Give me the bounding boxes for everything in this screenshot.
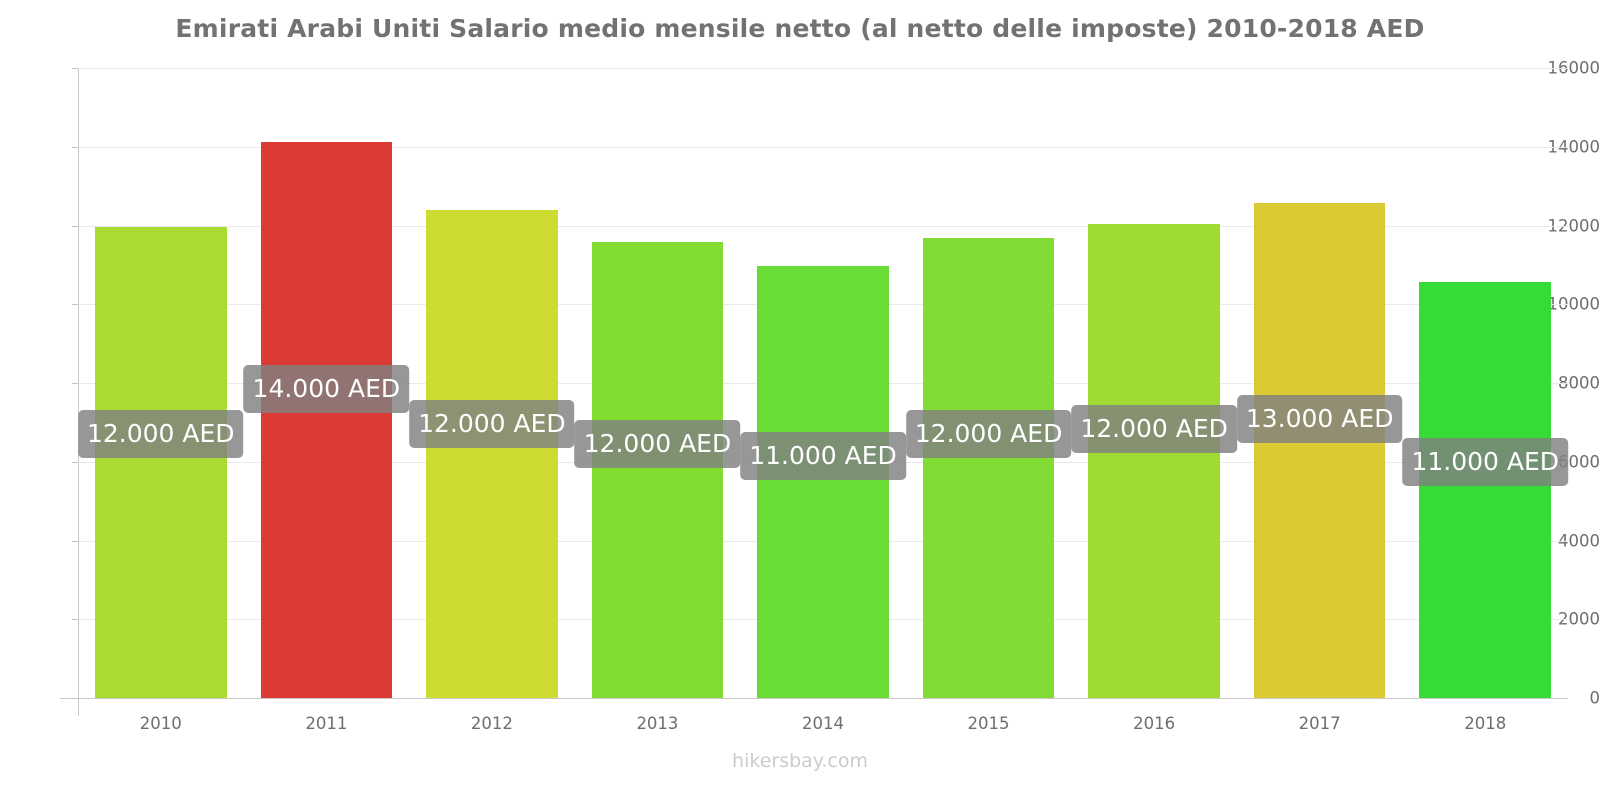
- y-axis-tick-mark: [72, 68, 79, 69]
- value-label-2013: 12.000 AED: [574, 420, 741, 468]
- chart-title: Emirati Arabi Uniti Salario medio mensil…: [175, 14, 1425, 43]
- bar-2013[interactable]: [591, 242, 724, 698]
- x-axis-tick-label-2014: 2014: [802, 714, 844, 733]
- x-axis-tick-label-2018: 2018: [1464, 714, 1507, 733]
- x-axis-line: [60, 698, 1568, 699]
- y-axis-tick-mark: [72, 225, 79, 227]
- y-axis-tick-label: 12000: [1547, 216, 1600, 235]
- bar-2011[interactable]: [260, 142, 393, 698]
- y-axis-tick-mark: [72, 698, 79, 699]
- value-label-2011: 14.000 AED: [243, 365, 410, 413]
- bar-2010[interactable]: [94, 227, 227, 698]
- value-label-2016: 12.000 AED: [1071, 405, 1237, 453]
- x-axis-tick-label-2013: 2013: [636, 714, 679, 733]
- x-axis-tick-label-2015: 2015: [967, 714, 1010, 733]
- value-label-2017: 13.000 AED: [1236, 395, 1403, 443]
- y-axis-tick-mark: [72, 383, 79, 384]
- y-axis-tick-label: 2000: [1558, 609, 1600, 629]
- y-axis-tick-mark: [72, 619, 79, 621]
- y-axis-tick-label: 14000: [1547, 137, 1600, 157]
- bar-2015[interactable]: [922, 238, 1055, 698]
- value-label-2018: 11.000 AED: [1402, 438, 1569, 486]
- y-axis-tick-mark: [72, 304, 79, 306]
- x-axis-tick-mark: [78, 699, 79, 708]
- x-axis-tick-label-2016: 2016: [1133, 714, 1176, 733]
- value-label-2010: 12.000 AED: [77, 410, 244, 458]
- y-axis-tick-label: 16000: [1547, 58, 1600, 78]
- y-axis-tick-mark: [72, 461, 79, 463]
- grid-line: [78, 68, 1568, 69]
- bar-2016[interactable]: [1088, 223, 1220, 698]
- y-axis-tick-mark: [72, 146, 79, 148]
- y-axis-tick-label: 10000: [1547, 294, 1600, 314]
- grid-line: [78, 146, 1568, 148]
- x-axis-tick-label-2012: 2012: [470, 714, 513, 733]
- grid-line: [78, 225, 1568, 227]
- x-axis-tick-label-2010: 2010: [139, 714, 182, 733]
- bar-2012[interactable]: [426, 210, 558, 698]
- bar-2014[interactable]: [757, 266, 889, 698]
- x-axis-tick-label-2011: 2011: [305, 714, 348, 733]
- value-label-2012: 12.000 AED: [409, 400, 575, 448]
- x-axis-tick-label-2017: 2017: [1298, 714, 1341, 733]
- y-axis-tick-label: 8000: [1558, 373, 1600, 393]
- y-axis-tick-mark: [72, 540, 79, 542]
- y-axis-tick-label: 4000: [1558, 531, 1600, 550]
- y-axis-tick-label: 0: [1589, 688, 1600, 708]
- value-label-2015: 12.000 AED: [905, 410, 1072, 458]
- value-label-2014: 11.000 AED: [740, 432, 906, 480]
- bar-2018[interactable]: [1419, 282, 1552, 698]
- y-axis-line: [78, 68, 79, 716]
- plot-area: [78, 68, 1568, 698]
- bar-2017[interactable]: [1253, 203, 1386, 698]
- footer-watermark: hikersbay.com: [732, 750, 868, 772]
- y-axis-tick-label: 6000: [1558, 452, 1600, 472]
